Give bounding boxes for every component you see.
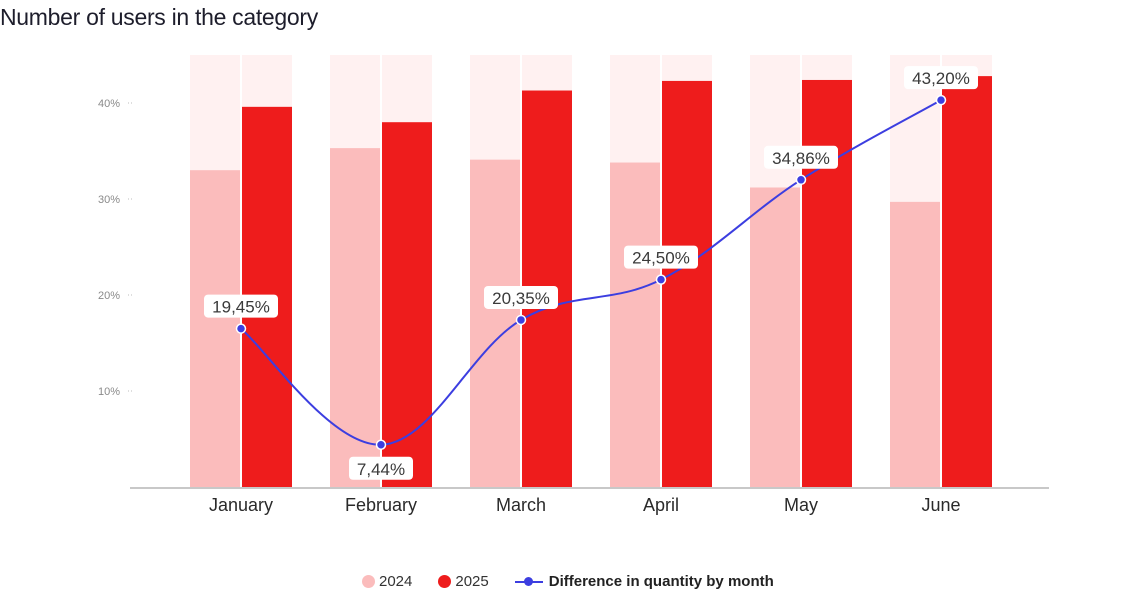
difference-line	[240, 99, 942, 446]
data-label-january: 19,45%	[212, 298, 270, 317]
data-label-box-february	[349, 456, 413, 480]
chart-legend: 2024 2025 Difference in quantity by mont…	[362, 570, 800, 592]
difference-point-april	[655, 274, 667, 285]
bar-2025-february	[382, 122, 432, 487]
legend-line-key	[514, 575, 543, 588]
legend-swatch-2025	[438, 574, 452, 588]
y-tick-label-20: 20%	[98, 290, 120, 302]
difference-point-may	[795, 174, 807, 186]
data-label-february: 7,44%	[357, 460, 405, 479]
bar-2025-may	[802, 79, 852, 488]
bar-2024-january	[190, 170, 240, 487]
y-tick-label-40: 40%	[98, 98, 120, 110]
x-tick-label-march: March	[496, 495, 546, 515]
legend-item-2024[interactable]: 2024	[362, 573, 412, 590]
x-tick-label-april: April	[643, 495, 679, 515]
bar-2024-february	[330, 148, 380, 487]
data-label-april: 24,50%	[632, 249, 690, 268]
data-label-box-january	[204, 294, 278, 318]
data-label-box-march	[484, 285, 558, 309]
legend-item-2025[interactable]: 2025	[438, 572, 489, 590]
data-label-box-june	[904, 66, 978, 90]
x-tick-label-february: February	[345, 495, 417, 515]
difference-point-january	[235, 323, 247, 334]
legend-label-2025: 2025	[455, 572, 489, 590]
difference-point-june	[935, 94, 947, 106]
x-tick-label-june: June	[921, 495, 960, 515]
x-tick-label-january: January	[209, 495, 273, 515]
difference-point-march	[515, 314, 527, 326]
bar-2025-june	[942, 76, 992, 488]
legend-item-difference[interactable]: Difference in quantity by month	[514, 572, 774, 590]
bar-2024-march	[470, 159, 520, 487]
legend-label-2024: 2024	[379, 572, 413, 590]
legend-swatch-2024	[362, 574, 375, 588]
data-label-march: 20,35%	[492, 289, 550, 308]
data-label-box-may	[764, 145, 838, 169]
data-label-june: 43,20%	[912, 69, 970, 88]
bar-2024-may	[750, 187, 800, 488]
y-tick-label-10: 10%	[98, 386, 120, 398]
chart-title: Number of users in the category	[0, 4, 318, 30]
x-tick-label-may: May	[784, 495, 818, 515]
difference-point-february	[375, 439, 387, 451]
data-label-box-april	[624, 245, 698, 269]
legend-label-difference: Difference in quantity by month	[548, 572, 774, 590]
y-tick-label-30: 30%	[98, 194, 120, 206]
bar-2025-april	[662, 80, 712, 488]
bar-2024-april	[610, 162, 660, 487]
data-label-may: 34,86%	[772, 149, 830, 168]
bar-2024-june	[890, 201, 940, 487]
